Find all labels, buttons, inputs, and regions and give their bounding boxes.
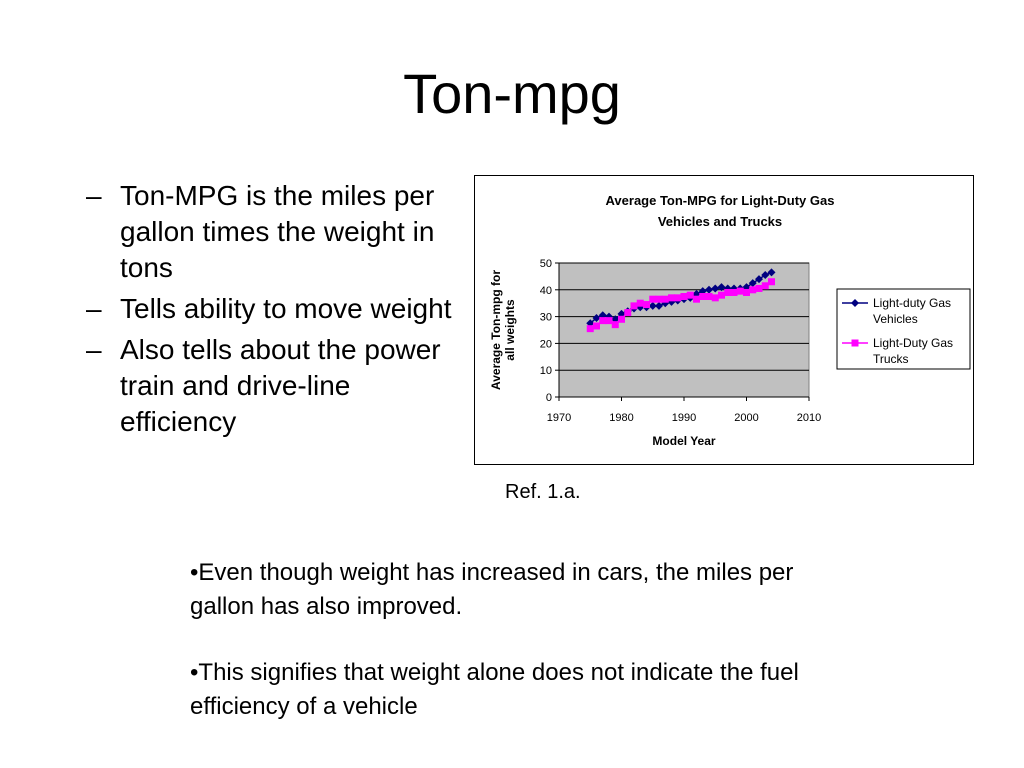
note-weight-not-indicator: •This signifies that weight alone does n… bbox=[190, 659, 799, 720]
legend-entry-label: Trucks bbox=[873, 352, 909, 366]
legend-entry-label: Light-Duty Gas bbox=[873, 336, 953, 350]
legend-swatch-marker bbox=[851, 299, 859, 307]
legend-entry-label: Light-duty Gas bbox=[873, 296, 951, 310]
bullet-item-move-weight: – Tells ability to move weight bbox=[86, 291, 466, 327]
data-point-trucks bbox=[724, 288, 732, 296]
x-axis-label: Model Year bbox=[652, 434, 715, 448]
bullet-dash: – bbox=[86, 293, 102, 324]
y-tick-label: 40 bbox=[540, 285, 552, 297]
data-point-trucks bbox=[624, 309, 632, 317]
data-point-vehicles bbox=[711, 284, 720, 293]
data-point-trucks bbox=[649, 295, 657, 303]
data-point-trucks bbox=[586, 325, 594, 333]
bullet-text: Also tells about the power train and dri… bbox=[120, 334, 441, 437]
y-tick-label: 10 bbox=[540, 365, 552, 377]
bullet-dash: – bbox=[86, 180, 102, 211]
data-point-trucks bbox=[705, 293, 713, 300]
data-point-trucks bbox=[636, 299, 644, 307]
data-point-trucks bbox=[668, 294, 675, 302]
data-point-trucks bbox=[749, 286, 757, 294]
y-axis-label-line: Average Ton-mpg for bbox=[489, 270, 503, 390]
data-point-vehicles bbox=[767, 268, 776, 277]
bullet-item-power-train: – Also tells about the power train and d… bbox=[86, 332, 466, 440]
data-point-trucks bbox=[630, 302, 638, 310]
data-point-trucks bbox=[674, 294, 682, 302]
bullet-list: – Ton-MPG is the miles per gallon times … bbox=[86, 178, 466, 445]
data-point-trucks bbox=[618, 315, 625, 323]
data-point-trucks bbox=[661, 295, 669, 303]
bullet-dash: – bbox=[86, 334, 102, 365]
data-point-vehicles bbox=[655, 301, 663, 310]
data-point-trucks bbox=[711, 294, 719, 302]
data-point-trucks bbox=[605, 317, 613, 325]
data-point-trucks bbox=[686, 291, 694, 299]
data-point-vehicles bbox=[755, 275, 763, 284]
y-tick-label: 50 bbox=[540, 258, 552, 270]
data-point-trucks bbox=[680, 293, 688, 300]
data-point-vehicles bbox=[748, 279, 757, 288]
y-tick-label: 20 bbox=[540, 338, 552, 350]
y-tick-label: 30 bbox=[540, 312, 552, 324]
legend-entry-label: Vehicles bbox=[873, 312, 918, 326]
bullet-text: Tells ability to move weight bbox=[120, 293, 452, 324]
legend-swatch-marker bbox=[851, 339, 859, 347]
data-point-trucks bbox=[730, 288, 738, 296]
data-point-trucks bbox=[761, 282, 769, 290]
data-point-vehicles bbox=[705, 285, 713, 294]
x-tick-label: 1990 bbox=[672, 412, 696, 424]
bullet-text: Ton-MPG is the miles per gallon times th… bbox=[120, 180, 435, 283]
ton-mpg-chart: Average Ton-MPG for Light-Duty Gas Vehicl… bbox=[489, 193, 971, 448]
data-point-trucks bbox=[643, 301, 650, 309]
data-point-trucks bbox=[755, 284, 763, 292]
data-point-trucks bbox=[655, 295, 663, 303]
data-point-vehicles bbox=[692, 289, 701, 298]
data-point-trucks bbox=[611, 321, 619, 329]
data-point-vehicles bbox=[592, 313, 601, 322]
chart-title-line: Vehicles and Trucks bbox=[658, 214, 782, 229]
data-point-trucks bbox=[693, 295, 700, 303]
data-point-vehicles bbox=[598, 311, 607, 320]
data-point-vehicles bbox=[667, 297, 676, 306]
reference-label: Ref. 1.a. bbox=[505, 481, 581, 503]
y-tick-label: 0 bbox=[546, 392, 552, 404]
y-axis-label-line: all weights bbox=[503, 299, 517, 361]
data-point-trucks bbox=[699, 293, 707, 300]
data-point-vehicles bbox=[698, 287, 707, 296]
data-point-trucks bbox=[736, 287, 744, 295]
x-tick-label: 2010 bbox=[797, 412, 821, 424]
data-point-trucks bbox=[718, 291, 725, 299]
data-point-vehicles bbox=[761, 271, 770, 280]
chart-title-line: Average Ton-MPG for Light-Duty Gas bbox=[606, 193, 835, 208]
slide-title: Ton-mpg bbox=[403, 62, 621, 125]
chart-frame: Average Ton-MPG for Light-Duty Gas Vehicl… bbox=[474, 175, 974, 465]
note-weight-improved: •Even though weight has increased in car… bbox=[190, 559, 794, 620]
bullet-item-tonmpg-definition: – Ton-MPG is the miles per gallon times … bbox=[86, 178, 466, 286]
data-point-vehicles bbox=[717, 283, 726, 292]
data-point-vehicles bbox=[648, 301, 657, 310]
x-tick-label: 1980 bbox=[609, 412, 633, 424]
data-point-trucks bbox=[599, 317, 607, 325]
data-point-trucks bbox=[593, 322, 600, 330]
x-tick-label: 2000 bbox=[734, 412, 758, 424]
x-tick-label: 1970 bbox=[547, 412, 571, 424]
data-point-trucks bbox=[768, 278, 775, 286]
data-point-trucks bbox=[743, 288, 750, 296]
